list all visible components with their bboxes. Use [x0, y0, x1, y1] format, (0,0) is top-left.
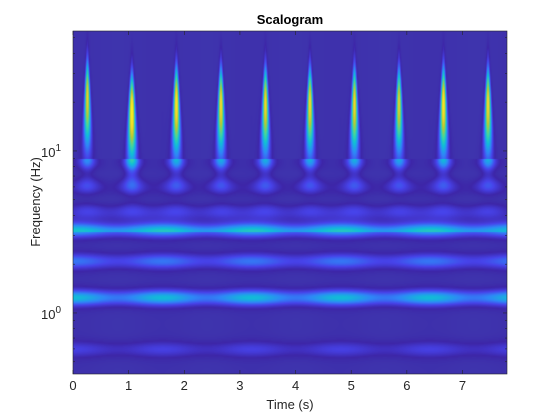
scalogram-heatmap: [73, 31, 507, 374]
y-axis-label: Frequency (Hz): [28, 157, 43, 247]
x-tick-label: 7: [459, 378, 466, 393]
x-tick-label: 1: [125, 378, 132, 393]
y-tick-label: 100: [41, 305, 61, 322]
y-tick-label-base: 10: [41, 307, 55, 322]
y-tick-label: 101: [41, 143, 61, 160]
plot-area: [73, 31, 507, 374]
heatmap-image-wrapper: [73, 31, 507, 374]
chart-title: Scalogram: [257, 12, 323, 27]
x-tick-label: 6: [403, 378, 410, 393]
y-tick-label-base: 10: [41, 145, 55, 160]
x-tick-label: 0: [69, 378, 76, 393]
plot-frame: [72, 30, 508, 375]
y-tick-label-exponent: 0: [55, 305, 61, 316]
x-axis-label: Time (s): [266, 397, 313, 412]
y-tick-label-exponent: 1: [55, 143, 61, 154]
x-tick-label: 5: [348, 378, 355, 393]
x-tick-label: 4: [292, 378, 299, 393]
x-tick-label: 3: [236, 378, 243, 393]
x-tick-label: 2: [181, 378, 188, 393]
x-axis: 0 1 2 3 4 5 6 7: [69, 31, 466, 393]
